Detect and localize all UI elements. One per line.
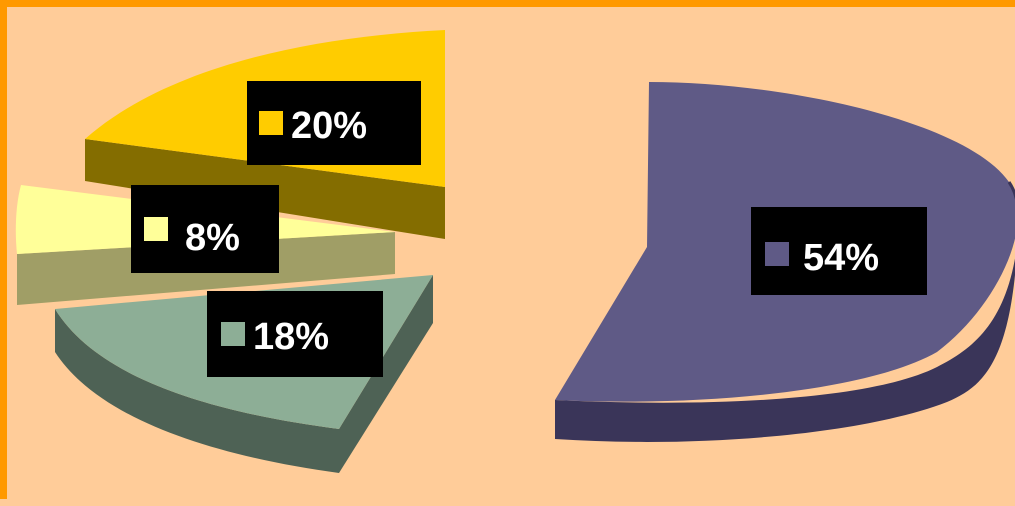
data-label-20: 20% (291, 105, 367, 147)
legend-swatch-8 (144, 217, 168, 241)
legend-swatch-20 (259, 111, 283, 135)
label-box-54: 54% (751, 207, 927, 295)
legend-swatch-54 (765, 242, 789, 266)
pie-chart: 20% 8% 18% 54% (15, 30, 1015, 473)
legend-swatch-18 (221, 322, 245, 346)
slice-18-side (55, 309, 339, 473)
slice-54-edge (1007, 181, 1015, 200)
label-box-8: 8% (131, 185, 279, 273)
slice-18-side2 (339, 275, 433, 473)
label-box-18: 18% (207, 291, 383, 377)
data-label-54: 54% (803, 237, 879, 279)
label-box-20: 20% (247, 81, 421, 165)
data-label-8: 8% (185, 217, 240, 259)
data-label-18: 18% (253, 316, 329, 358)
slice-54-side (555, 258, 1015, 442)
